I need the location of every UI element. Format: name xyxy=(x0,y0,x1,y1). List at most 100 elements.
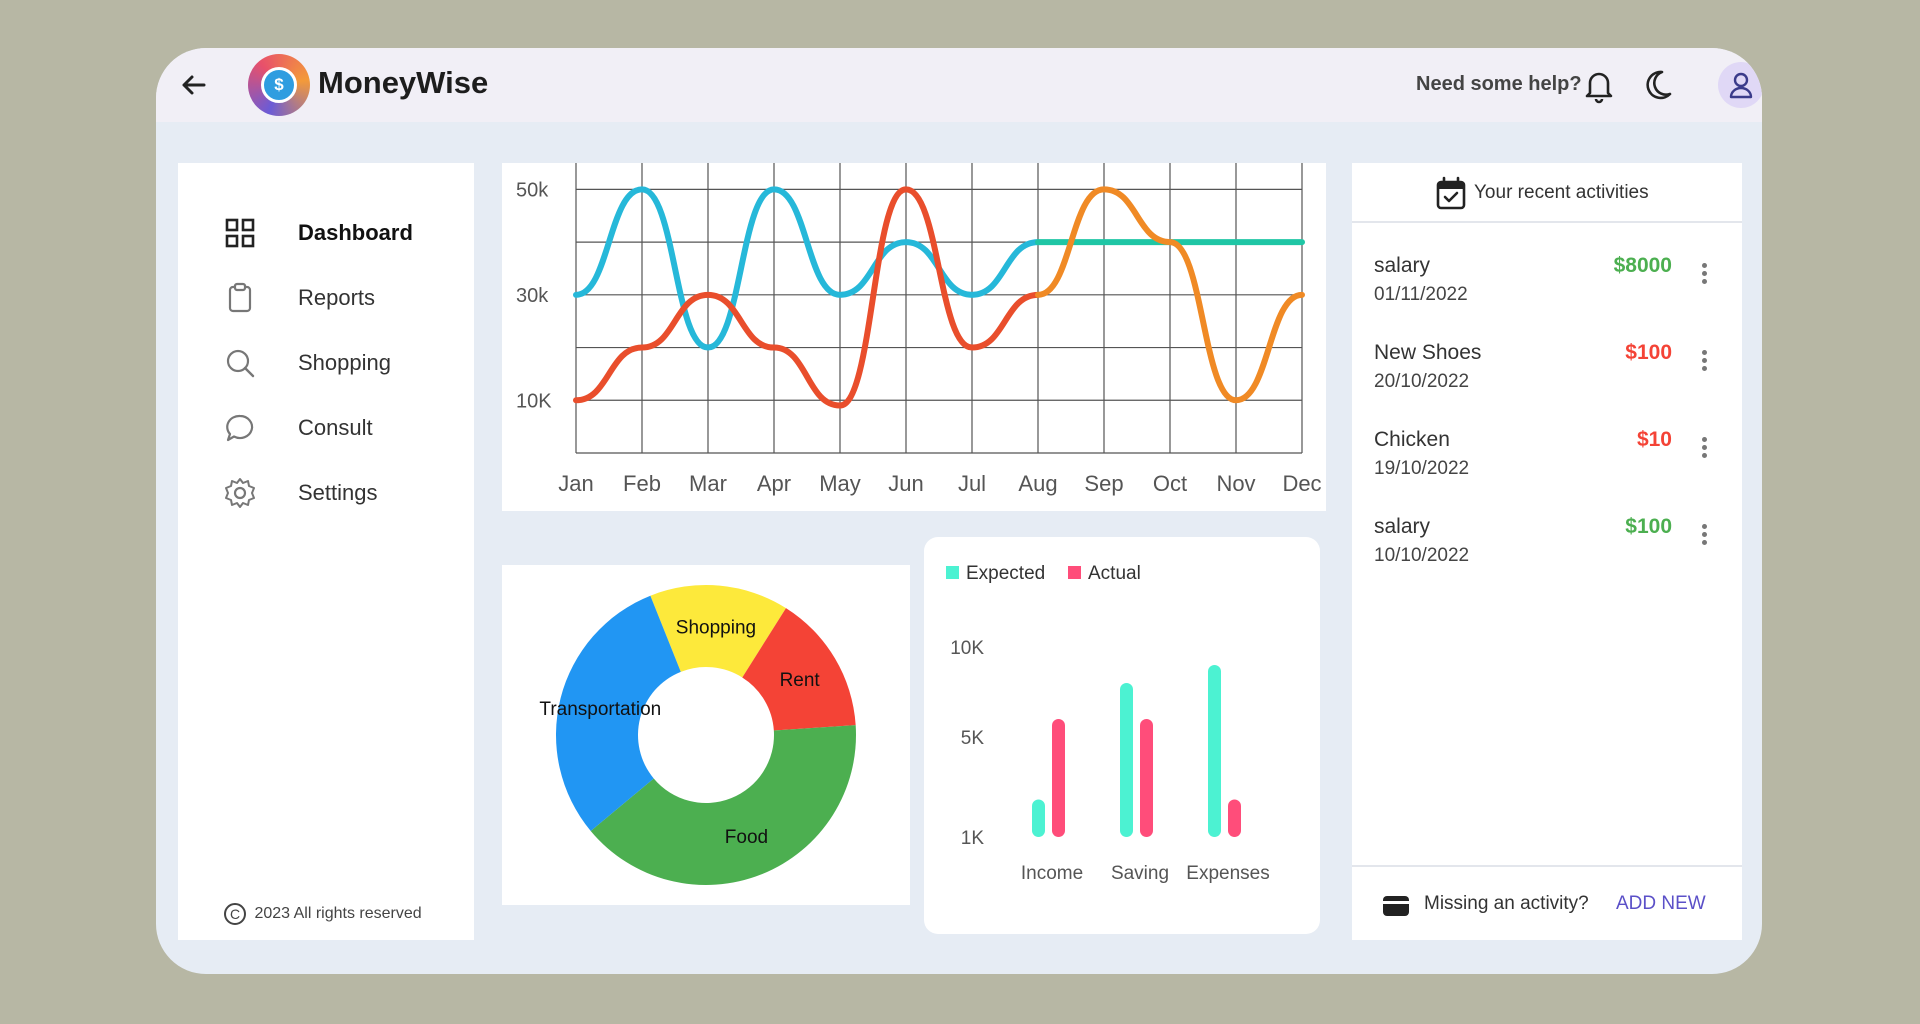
pie-slice xyxy=(590,725,856,885)
copyright-icon: C xyxy=(224,903,246,925)
bar xyxy=(1140,719,1153,837)
y-tick-label: 10K xyxy=(950,638,984,659)
avatar[interactable] xyxy=(1718,62,1762,108)
legend-swatch xyxy=(946,566,959,579)
x-tick-label: Jan xyxy=(558,471,593,496)
x-tick-label: Income xyxy=(1021,863,1083,884)
more-vertical-icon[interactable] xyxy=(1695,521,1713,551)
legend-label: Expected xyxy=(966,563,1045,584)
series-line xyxy=(1035,186,1305,404)
activity-row[interactable]: salary 01/11/2022 $8000 xyxy=(1352,254,1742,334)
copyright-text: 2023 All rights reserved xyxy=(254,905,422,923)
sidebar-item-label: Reports xyxy=(298,285,376,310)
wallet-icon xyxy=(1383,896,1409,916)
x-tick-label: Apr xyxy=(757,471,791,496)
activity-date: 01/11/2022 xyxy=(1374,284,1468,305)
app-title: MoneyWise xyxy=(318,65,489,100)
x-tick-label: Sep xyxy=(1084,471,1123,496)
bar xyxy=(1032,799,1045,837)
gear-icon xyxy=(225,478,255,508)
add-new-button[interactable]: ADD NEW xyxy=(1616,893,1706,914)
activity-date: 19/10/2022 xyxy=(1374,458,1470,479)
legend-swatch xyxy=(1068,566,1081,579)
moon-icon[interactable] xyxy=(1638,66,1676,104)
more-vertical-icon[interactable] xyxy=(1695,260,1713,290)
slice-label: Food xyxy=(725,827,768,848)
sidebar-item-label: Consult xyxy=(298,415,373,440)
bar xyxy=(1120,683,1133,837)
bar xyxy=(1228,799,1241,837)
activity-row[interactable]: New Shoes 20/10/2022 $100 xyxy=(1352,341,1742,421)
pie-slice xyxy=(742,608,856,731)
y-tick-label: 10K xyxy=(516,390,552,412)
sidebar-item-label: Shopping xyxy=(298,350,391,375)
x-tick-label: Nov xyxy=(1216,471,1255,496)
series-line xyxy=(573,186,1041,409)
bar-chart: Expected Actual 1K 5K 10K Income Saving Expense… xyxy=(946,563,1270,884)
x-tick-label: May xyxy=(819,471,861,496)
back-arrow-icon[interactable] xyxy=(174,65,214,105)
y-tick-label: 5K xyxy=(961,728,985,749)
activity-amount: $10 xyxy=(1636,428,1672,451)
line-chart: 50k 30k 10K Jan Feb Mar Apr May Jun Jul Aug Sep Oct N… xyxy=(516,163,1322,496)
sidebar-item-label: Dashboard xyxy=(298,220,413,245)
logo-symbol: $ xyxy=(274,75,284,94)
sidebar-item-consult[interactable]: Consult xyxy=(178,401,474,453)
sidebar-item-shopping[interactable]: Shopping xyxy=(178,336,474,388)
activity-name: salary xyxy=(1374,254,1431,277)
bar xyxy=(1208,665,1221,837)
activity-amount: $100 xyxy=(1625,515,1672,538)
bar-chart-card: Expected Actual 1K 5K 10K Income Saving Expense… xyxy=(924,537,1320,934)
x-tick-label: Aug xyxy=(1018,471,1057,496)
line-chart-card: 50k 30k 10K Jan Feb Mar Apr May Jun Jul Aug Sep Oct N… xyxy=(502,163,1326,511)
donut-chart: Shopping Rent Food Transportation xyxy=(539,585,856,885)
recent-activities-panel: Your recent activities salary 01/11/2022… xyxy=(1352,163,1742,940)
slice-label: Transportation xyxy=(539,699,661,720)
missing-activity-text: Missing an activity? xyxy=(1424,893,1589,914)
activity-amount: $100 xyxy=(1625,341,1672,364)
slice-label: Rent xyxy=(780,670,821,691)
calendar-check-icon xyxy=(1436,176,1466,210)
search-icon xyxy=(226,349,255,378)
x-tick-label: Oct xyxy=(1153,471,1187,496)
y-tick-label: 30k xyxy=(516,285,549,307)
sidebar-item-reports[interactable]: Reports xyxy=(178,271,474,323)
user-icon xyxy=(1729,72,1753,99)
activities-header: Your recent activities xyxy=(1352,163,1742,223)
pie-slice xyxy=(556,595,681,831)
more-vertical-icon[interactable] xyxy=(1695,347,1713,377)
x-tick-label: Mar xyxy=(689,471,727,496)
y-tick-label: 1K xyxy=(961,828,985,849)
activity-row[interactable]: Chicken 19/10/2022 $10 xyxy=(1352,428,1742,508)
x-tick-label: Dec xyxy=(1282,471,1321,496)
help-link[interactable]: Need some help? xyxy=(1416,73,1582,95)
activity-amount: $8000 xyxy=(1613,254,1672,277)
activity-name: New Shoes xyxy=(1374,341,1482,364)
sidebar-item-settings[interactable]: Settings xyxy=(178,466,474,518)
sidebar-item-label: Settings xyxy=(298,480,378,505)
copyright: C 2023 All rights reserved xyxy=(224,903,422,925)
more-vertical-icon[interactable] xyxy=(1695,434,1713,464)
sidebar: Dashboard Reports Shopping Consult xyxy=(178,163,474,940)
app-logo: $ xyxy=(248,54,310,116)
activity-name: Chicken xyxy=(1374,428,1450,451)
x-tick-label: Jun xyxy=(888,471,923,496)
series-line xyxy=(573,186,1041,351)
activity-name: salary xyxy=(1374,515,1431,538)
bell-icon[interactable] xyxy=(1580,66,1618,104)
y-tick-label: 50k xyxy=(516,179,549,201)
grid-icon xyxy=(225,218,255,248)
activities-title: Your recent activities xyxy=(1474,182,1649,203)
top-bar: $ MoneyWise Need some help? xyxy=(156,48,1762,122)
activity-date: 20/10/2022 xyxy=(1374,371,1470,392)
app-window: $ MoneyWise Need some help? Dashb xyxy=(156,48,1762,974)
sidebar-item-dashboard[interactable]: Dashboard xyxy=(178,206,474,258)
x-tick-label: Expenses xyxy=(1186,863,1269,884)
x-tick-label: Saving xyxy=(1111,863,1169,884)
x-tick-label: Jul xyxy=(958,471,986,496)
chat-bubble-icon xyxy=(226,414,254,442)
slice-label: Shopping xyxy=(676,617,756,638)
bar xyxy=(1052,719,1065,837)
activity-row[interactable]: salary 10/10/2022 $100 xyxy=(1352,515,1742,595)
clipboard-icon xyxy=(228,282,252,313)
